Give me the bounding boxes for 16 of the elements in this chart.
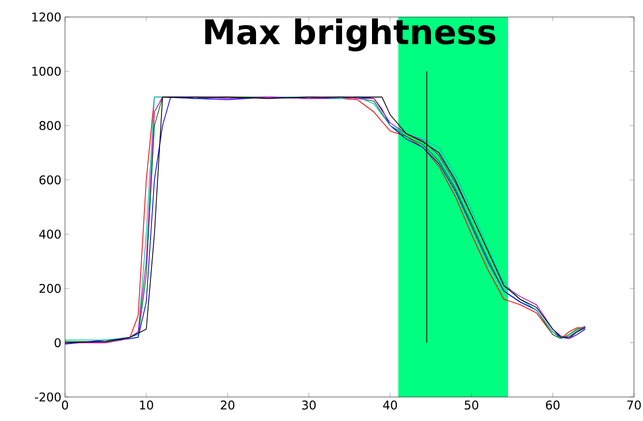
x-tick-label: 60 [546, 400, 560, 410]
y-tick-label: 0 [54, 338, 61, 348]
y-tick-label: 1200 [32, 12, 61, 22]
x-tick-label: 0 [62, 400, 68, 410]
y-tick-label: 600 [39, 175, 61, 184]
y-tick-label: -200 [34, 392, 61, 402]
y-tick-label: 800 [39, 121, 61, 130]
x-tick-label: 10 [140, 400, 154, 410]
x-tick-label: 20 [220, 400, 234, 410]
y-tick-label: 200 [40, 284, 61, 293]
x-tick-label: 30 [302, 400, 316, 410]
x-tick-label: 70 [627, 400, 641, 410]
x-tick-label: 40 [383, 400, 397, 410]
y-tick-label: 400 [39, 230, 61, 239]
x-tick-label: 50 [464, 400, 478, 410]
y-tick-label: 1000 [32, 66, 61, 76]
